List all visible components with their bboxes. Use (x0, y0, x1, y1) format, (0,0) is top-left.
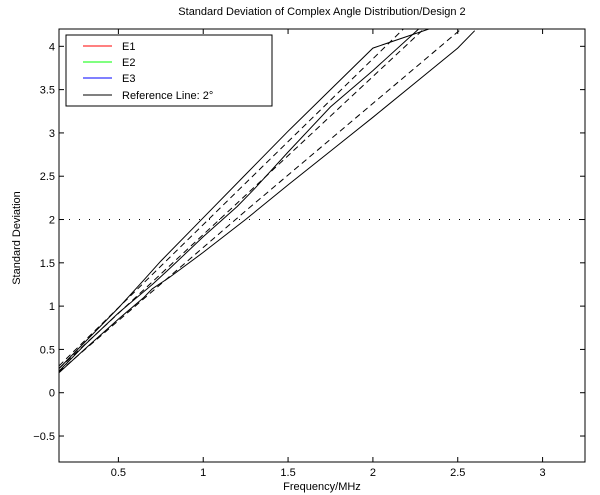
legend: E1 E2 E3 Reference Line: 2° (65, 34, 273, 107)
legend-label-e2: E2 (122, 57, 135, 69)
y-tick-label: 4 (49, 41, 55, 53)
series-line-3 (59, 30, 476, 374)
series-line-6 (59, 29, 462, 373)
legend-label-reference: Reference Line: 2° (122, 90, 213, 102)
y-tick-label: 0.5 (40, 344, 55, 356)
x-tick-label: 0.5 (111, 467, 126, 479)
series-line-5 (59, 29, 425, 369)
y-tick-label: 1.5 (40, 258, 55, 270)
series-line-4 (59, 29, 404, 367)
y-axis-label: Standard Deviation (11, 191, 23, 285)
x-axis-label: Frequency/MHz (283, 481, 361, 493)
plot-area: 0.5 1 1.5 2 2.5 3 −0.5 0 0.5 1 1.5 2 2.5 3 3.5 4 (33, 28, 586, 479)
series-group (59, 29, 476, 374)
y-tick-label: 3.5 (40, 85, 55, 97)
x-tick-label: 3 (540, 467, 546, 479)
x-tick-label: 2.5 (450, 467, 465, 479)
y-tick-label: 2 (49, 215, 55, 227)
legend-box (65, 34, 273, 107)
legend-label-e1: E1 (122, 41, 135, 53)
y-tick-label: 2.5 (40, 171, 55, 183)
x-tick-label: 1.5 (280, 467, 295, 479)
y-tick-label: 1 (49, 301, 55, 313)
chart-title: Standard Deviation of Complex Angle Dist… (178, 6, 465, 18)
x-tick-label: 1 (200, 467, 206, 479)
y-tick-label: 0 (49, 388, 55, 400)
y-tick-label: 3 (49, 128, 55, 140)
y-tick-label: −0.5 (33, 431, 55, 443)
series-line-1 (59, 29, 430, 369)
x-tick-label: 2 (370, 467, 376, 479)
plot-frame (58, 28, 586, 463)
legend-label-e3: E3 (122, 73, 135, 85)
